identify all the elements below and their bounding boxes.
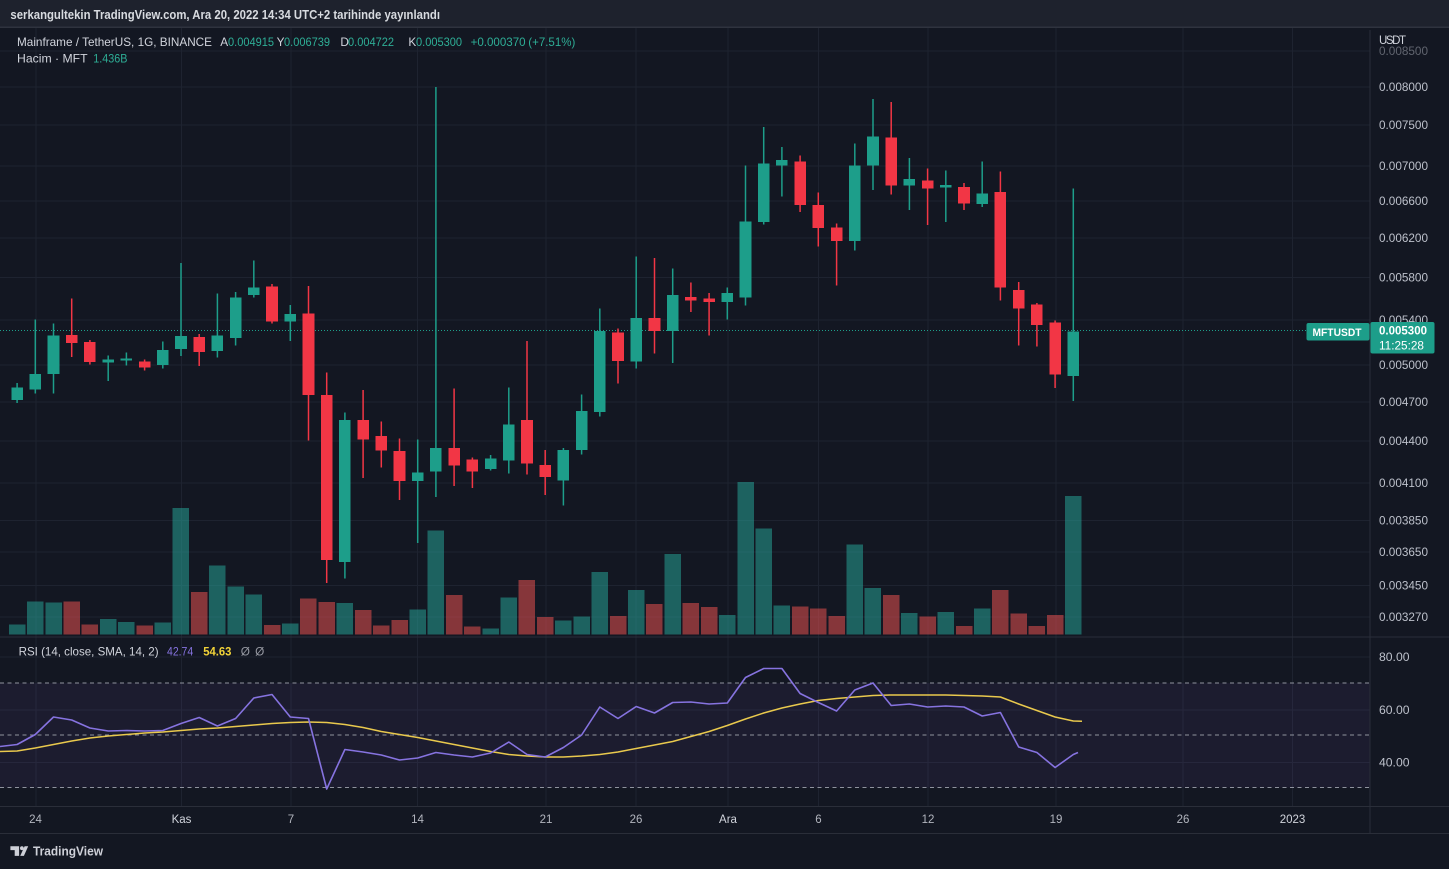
- svg-text:0.004100: 0.004100: [1379, 478, 1428, 490]
- svg-text:26: 26: [630, 814, 643, 826]
- svg-text:0.004915: 0.004915: [228, 35, 274, 49]
- svg-text:0.003450: 0.003450: [1379, 581, 1428, 593]
- svg-text:0.005300: 0.005300: [1379, 326, 1427, 338]
- svg-text:A: A: [220, 35, 228, 49]
- svg-text:6: 6: [815, 814, 821, 826]
- svg-text:0.003850: 0.003850: [1379, 516, 1428, 528]
- svg-text:42.74: 42.74: [167, 645, 194, 659]
- svg-text:(+7.51%): (+7.51%): [528, 35, 575, 49]
- svg-text:0.004722: 0.004722: [348, 35, 394, 49]
- svg-text:0.007000: 0.007000: [1379, 161, 1428, 173]
- svg-text:Hacim · MFT: Hacim · MFT: [17, 52, 88, 66]
- svg-text:24: 24: [29, 814, 42, 826]
- svg-text:54.63: 54.63: [203, 645, 232, 659]
- svg-text:Y: Y: [277, 35, 285, 49]
- svg-text:11:25:28: 11:25:28: [1379, 341, 1424, 353]
- svg-text:D: D: [340, 35, 349, 49]
- svg-text:Ara: Ara: [719, 814, 738, 826]
- svg-text:12: 12: [922, 814, 935, 826]
- svg-text:0.005300: 0.005300: [416, 35, 462, 49]
- svg-text:0.006200: 0.006200: [1379, 233, 1428, 245]
- svg-text:0.003650: 0.003650: [1379, 547, 1428, 559]
- svg-text:+0.000370: +0.000370: [471, 35, 526, 49]
- svg-text:40.00: 40.00: [1379, 758, 1410, 770]
- svg-text:0.004400: 0.004400: [1379, 436, 1428, 448]
- svg-text:2023: 2023: [1280, 814, 1306, 826]
- svg-text:80.00: 80.00: [1379, 652, 1410, 664]
- svg-text:K: K: [408, 35, 416, 49]
- svg-text:0.008000: 0.008000: [1379, 82, 1428, 94]
- svg-text:MFTUSDT: MFTUSDT: [1313, 327, 1362, 339]
- svg-text:serkangultekin TradingView.com: serkangultekin TradingView.com, Ara 20, …: [10, 8, 440, 22]
- svg-text:0.005000: 0.005000: [1379, 360, 1428, 372]
- svg-text:7: 7: [288, 814, 294, 826]
- svg-text:14: 14: [411, 814, 424, 826]
- svg-text:60.00: 60.00: [1379, 705, 1410, 717]
- svg-text:RSI (14, close, SMA, 14, 2): RSI (14, close, SMA, 14, 2): [19, 645, 159, 659]
- svg-text:0.007500: 0.007500: [1379, 120, 1428, 132]
- svg-text:Kas: Kas: [172, 814, 192, 826]
- svg-text:Ø: Ø: [241, 645, 250, 659]
- svg-text:0.004700: 0.004700: [1379, 397, 1428, 409]
- svg-text:0.008500: 0.008500: [1379, 46, 1428, 58]
- svg-text:0.006739: 0.006739: [284, 35, 330, 49]
- svg-text:Ø: Ø: [255, 645, 264, 659]
- svg-text:Mainframe / TetherUS, 1G, BINA: Mainframe / TetherUS, 1G, BINANCE: [17, 35, 212, 49]
- svg-text:21: 21: [540, 814, 553, 826]
- svg-text:TradingView: TradingView: [33, 845, 103, 859]
- svg-text:USDT: USDT: [1379, 35, 1406, 47]
- svg-text:0.006600: 0.006600: [1379, 196, 1428, 208]
- svg-text:0.003270: 0.003270: [1379, 612, 1428, 624]
- svg-text:1.436B: 1.436B: [93, 52, 127, 66]
- svg-text:0.005800: 0.005800: [1379, 273, 1428, 285]
- svg-text:19: 19: [1050, 814, 1063, 826]
- svg-text:26: 26: [1177, 814, 1190, 826]
